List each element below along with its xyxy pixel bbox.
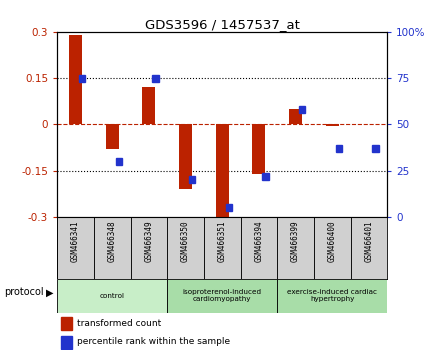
Bar (106, 124, 119, 149)
Text: GSM466394: GSM466394 (254, 220, 264, 262)
Text: exercise-induced cardiac
hypertrophy: exercise-induced cardiac hypertrophy (287, 290, 377, 302)
Text: protocol: protocol (4, 287, 44, 297)
Bar (351, 217, 387, 279)
Bar (225, 204, 232, 211)
Bar (57, 279, 167, 313)
Bar (61, 317, 72, 330)
Bar (289, 109, 302, 124)
Bar (204, 217, 241, 279)
Bar (94, 217, 131, 279)
Bar (299, 106, 305, 113)
Bar (131, 217, 167, 279)
Title: GDS3596 / 1457537_at: GDS3596 / 1457537_at (145, 18, 300, 31)
Bar (143, 87, 155, 124)
Bar (167, 217, 204, 279)
Bar (57, 217, 94, 279)
Bar (262, 173, 269, 180)
Bar (152, 75, 159, 82)
Bar (216, 124, 229, 220)
Text: GSM466399: GSM466399 (291, 220, 300, 262)
Text: GSM466401: GSM466401 (364, 220, 374, 262)
Text: ▶: ▶ (46, 287, 54, 297)
Text: GSM466350: GSM466350 (181, 220, 190, 262)
Bar (277, 279, 387, 313)
Bar (167, 279, 277, 313)
Bar (372, 145, 379, 152)
Text: GSM466351: GSM466351 (218, 220, 227, 262)
Bar (179, 124, 192, 189)
Bar (116, 158, 122, 165)
Bar (61, 336, 72, 349)
Bar (277, 217, 314, 279)
Bar (69, 35, 82, 124)
Text: transformed count: transformed count (77, 319, 161, 328)
Text: GSM466349: GSM466349 (144, 220, 154, 262)
Bar (79, 75, 85, 82)
Text: isoproterenol-induced
cardiomyopathy: isoproterenol-induced cardiomyopathy (183, 290, 262, 302)
Text: GSM466341: GSM466341 (71, 220, 80, 262)
Bar (189, 176, 195, 183)
Bar (253, 124, 265, 174)
Bar (326, 124, 339, 126)
Bar (241, 217, 277, 279)
Text: GSM466348: GSM466348 (108, 220, 117, 262)
Bar (314, 217, 351, 279)
Bar (336, 145, 342, 152)
Text: control: control (100, 293, 125, 299)
Text: percentile rank within the sample: percentile rank within the sample (77, 337, 230, 347)
Text: GSM466400: GSM466400 (328, 220, 337, 262)
